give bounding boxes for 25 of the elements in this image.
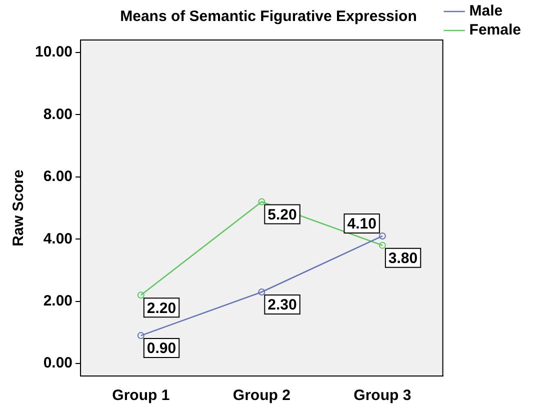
data-label: 5.20 <box>268 206 297 224</box>
point <box>137 332 144 340</box>
x-tick-label: Group 2 <box>232 387 290 404</box>
data-label: 0.90 <box>146 340 176 358</box>
point <box>258 198 266 206</box>
y-tick-label: 8.00 <box>43 106 73 123</box>
data-label: 2.20 <box>146 300 176 317</box>
y-axis-title: Raw Score <box>10 170 28 246</box>
data-label: 3.80 <box>388 250 418 267</box>
x-tick-label: Group 1 <box>112 387 170 404</box>
x-tick-label: Group 3 <box>354 387 412 404</box>
point <box>258 288 266 296</box>
data-label: 2.30 <box>268 296 297 314</box>
y-tick-label: 6.00 <box>43 168 73 186</box>
point <box>378 242 386 249</box>
chart-title: Means of Semantic Figurative Expression <box>120 8 417 26</box>
y-tick-label: 0.00 <box>43 354 73 372</box>
y-tick-label: 2.00 <box>43 292 73 310</box>
point <box>378 232 386 240</box>
point <box>137 292 144 299</box>
legend-label: Male <box>469 2 503 20</box>
data-label: 4.10 <box>347 216 376 233</box>
legend-label: Female <box>469 22 522 39</box>
y-tick-label: 10.00 <box>34 44 73 61</box>
y-tick-label: 4.00 <box>43 230 73 248</box>
